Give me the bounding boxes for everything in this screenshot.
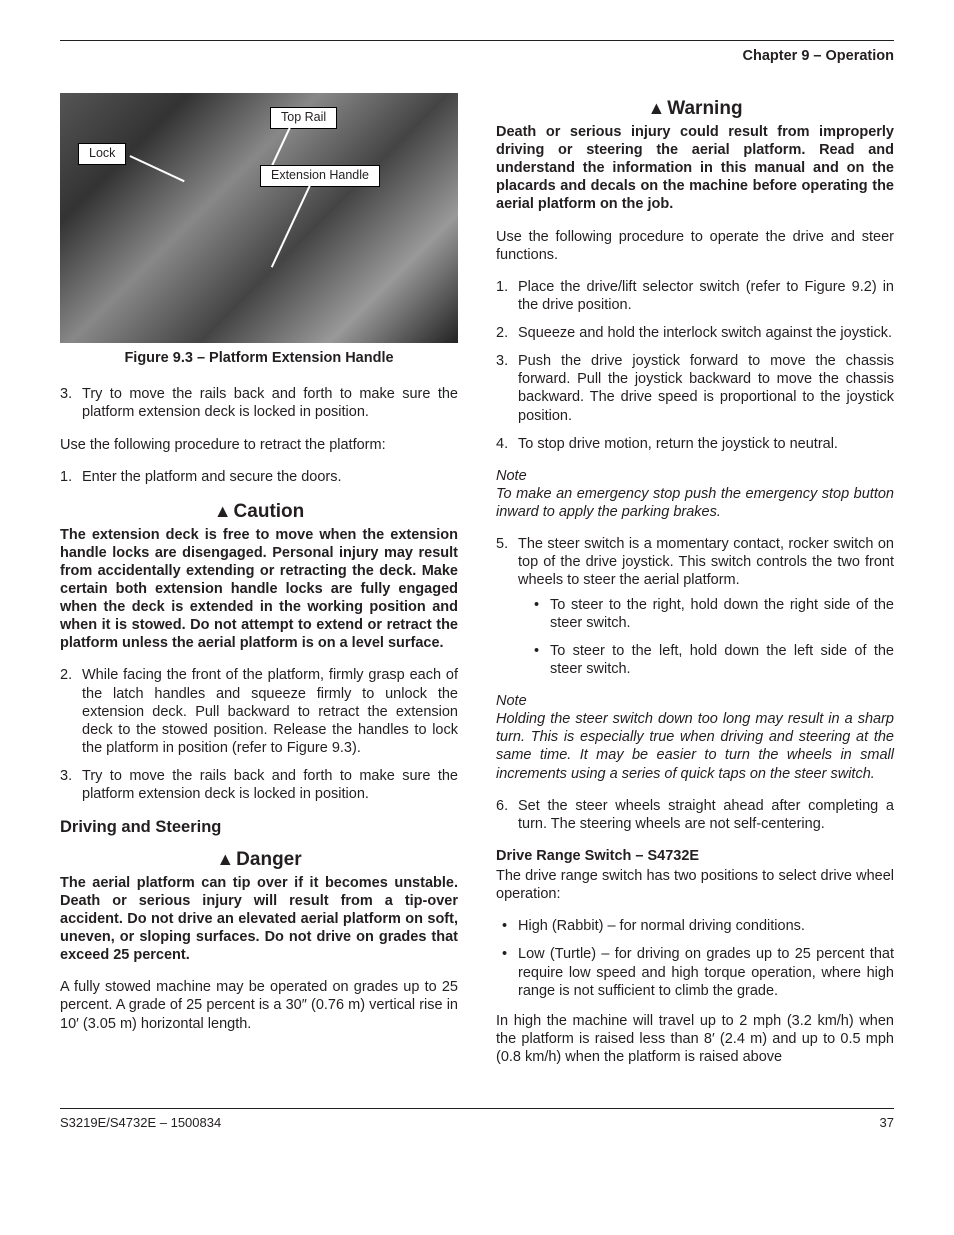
steer-bullets: To steer to the right, hold down the rig…	[518, 596, 894, 679]
danger-heading: ▲Danger	[60, 848, 458, 872]
warning-icon: ▲	[216, 849, 234, 869]
paragraph: In high the machine will travel up to 2 …	[496, 1012, 894, 1066]
callout-extension-handle: Extension Handle	[260, 165, 380, 187]
callout-toprail: Top Rail	[270, 107, 337, 129]
left-column: Lock Top Rail Extension Handle Figure 9.…	[60, 93, 458, 1080]
note-label: Note	[496, 467, 894, 485]
list-text: The steer switch is a momentary contact,…	[518, 536, 894, 588]
caution-body: The extension deck is free to move when …	[60, 526, 458, 653]
list-item: 4.To stop drive motion, return the joyst…	[518, 435, 894, 453]
list-item: To steer to the left, hold down the left…	[550, 642, 894, 678]
header-rule	[60, 40, 894, 41]
list-text: Try to move the rails back and forth to …	[82, 768, 458, 802]
caution-heading: ▲Caution	[60, 500, 458, 524]
leader-line	[271, 186, 310, 268]
content-columns: Lock Top Rail Extension Handle Figure 9.…	[60, 93, 894, 1080]
page-header: Chapter 9 – Operation	[60, 47, 894, 65]
subsection-heading: Drive Range Switch – S4732E	[496, 847, 894, 865]
warning-body: Death or serious injury could result fro…	[496, 123, 894, 214]
list-item: 1.Enter the platform and secure the door…	[82, 468, 458, 486]
right-column: ▲Warning Death or serious injury could r…	[496, 93, 894, 1080]
list-text: Place the drive/lift selector switch (re…	[518, 279, 894, 313]
list-item: 3.Try to move the rails back and forth t…	[82, 385, 458, 421]
list-item: To steer to the right, hold down the rig…	[550, 596, 894, 632]
danger-title: Danger	[236, 849, 301, 870]
callout-lock: Lock	[78, 143, 126, 165]
drive-range-bullets: High (Rabbit) – for normal driving condi…	[496, 917, 894, 1000]
list-text: Set the steer wheels straight ahead afte…	[518, 798, 894, 832]
list-item: High (Rabbit) – for normal driving condi…	[518, 917, 894, 935]
footer-page-number: 37	[880, 1115, 894, 1131]
drive-steps: 5.The steer switch is a momentary contac…	[496, 535, 894, 678]
figure-caption: Figure 9.3 – Platform Extension Handle	[60, 349, 458, 367]
list-item: Low (Turtle) – for driving on grades up …	[518, 945, 894, 999]
procedure-list: 2.While facing the front of the platform…	[60, 666, 458, 803]
list-text: Enter the platform and secure the doors.	[82, 469, 342, 485]
warning-icon: ▲	[647, 98, 665, 118]
section-heading: Driving and Steering	[60, 817, 458, 838]
figure-9-3-image: Lock Top Rail Extension Handle	[60, 93, 458, 343]
list-item: 2.Squeeze and hold the interlock switch …	[518, 324, 894, 342]
note-label: Note	[496, 692, 894, 710]
list-text: Push the drive joystick forward to move …	[518, 353, 894, 423]
list-item: 6.Set the steer wheels straight ahead af…	[518, 797, 894, 833]
list-text: To stop drive motion, return the joystic…	[518, 436, 838, 452]
paragraph: A fully stowed machine may be operated o…	[60, 978, 458, 1032]
page-footer: S3219E/S4732E – 1500834 37	[60, 1108, 894, 1131]
note-body: Holding the steer switch down too long m…	[496, 710, 894, 783]
procedure-list: 1.Enter the platform and secure the door…	[60, 468, 458, 486]
paragraph: Use the following procedure to retract t…	[60, 436, 458, 454]
list-text: Try to move the rails back and forth to …	[82, 386, 458, 420]
drive-steps: 6.Set the steer wheels straight ahead af…	[496, 797, 894, 833]
list-text: Squeeze and hold the interlock switch ag…	[518, 325, 892, 341]
list-text: While facing the front of the platform, …	[82, 667, 458, 756]
list-item: 3.Try to move the rails back and forth t…	[82, 767, 458, 803]
danger-body: The aerial platform can tip over if it b…	[60, 874, 458, 965]
note-body: To make an emergency stop push the emerg…	[496, 485, 894, 521]
warning-title: Warning	[667, 98, 742, 119]
footer-left: S3219E/S4732E – 1500834	[60, 1115, 221, 1131]
paragraph: Use the following procedure to operate t…	[496, 228, 894, 264]
list-item: 1.Place the drive/lift selector switch (…	[518, 278, 894, 314]
procedure-list: 3.Try to move the rails back and forth t…	[60, 385, 458, 421]
drive-steps: 1.Place the drive/lift selector switch (…	[496, 278, 894, 453]
paragraph: The drive range switch has two positions…	[496, 867, 894, 903]
warning-heading: ▲Warning	[496, 97, 894, 121]
warning-icon: ▲	[214, 501, 232, 521]
list-item: 5.The steer switch is a momentary contac…	[518, 535, 894, 678]
list-item: 3.Push the drive joystick forward to mov…	[518, 352, 894, 425]
leader-line	[130, 155, 185, 182]
list-item: 2.While facing the front of the platform…	[82, 666, 458, 757]
caution-title: Caution	[234, 501, 305, 522]
